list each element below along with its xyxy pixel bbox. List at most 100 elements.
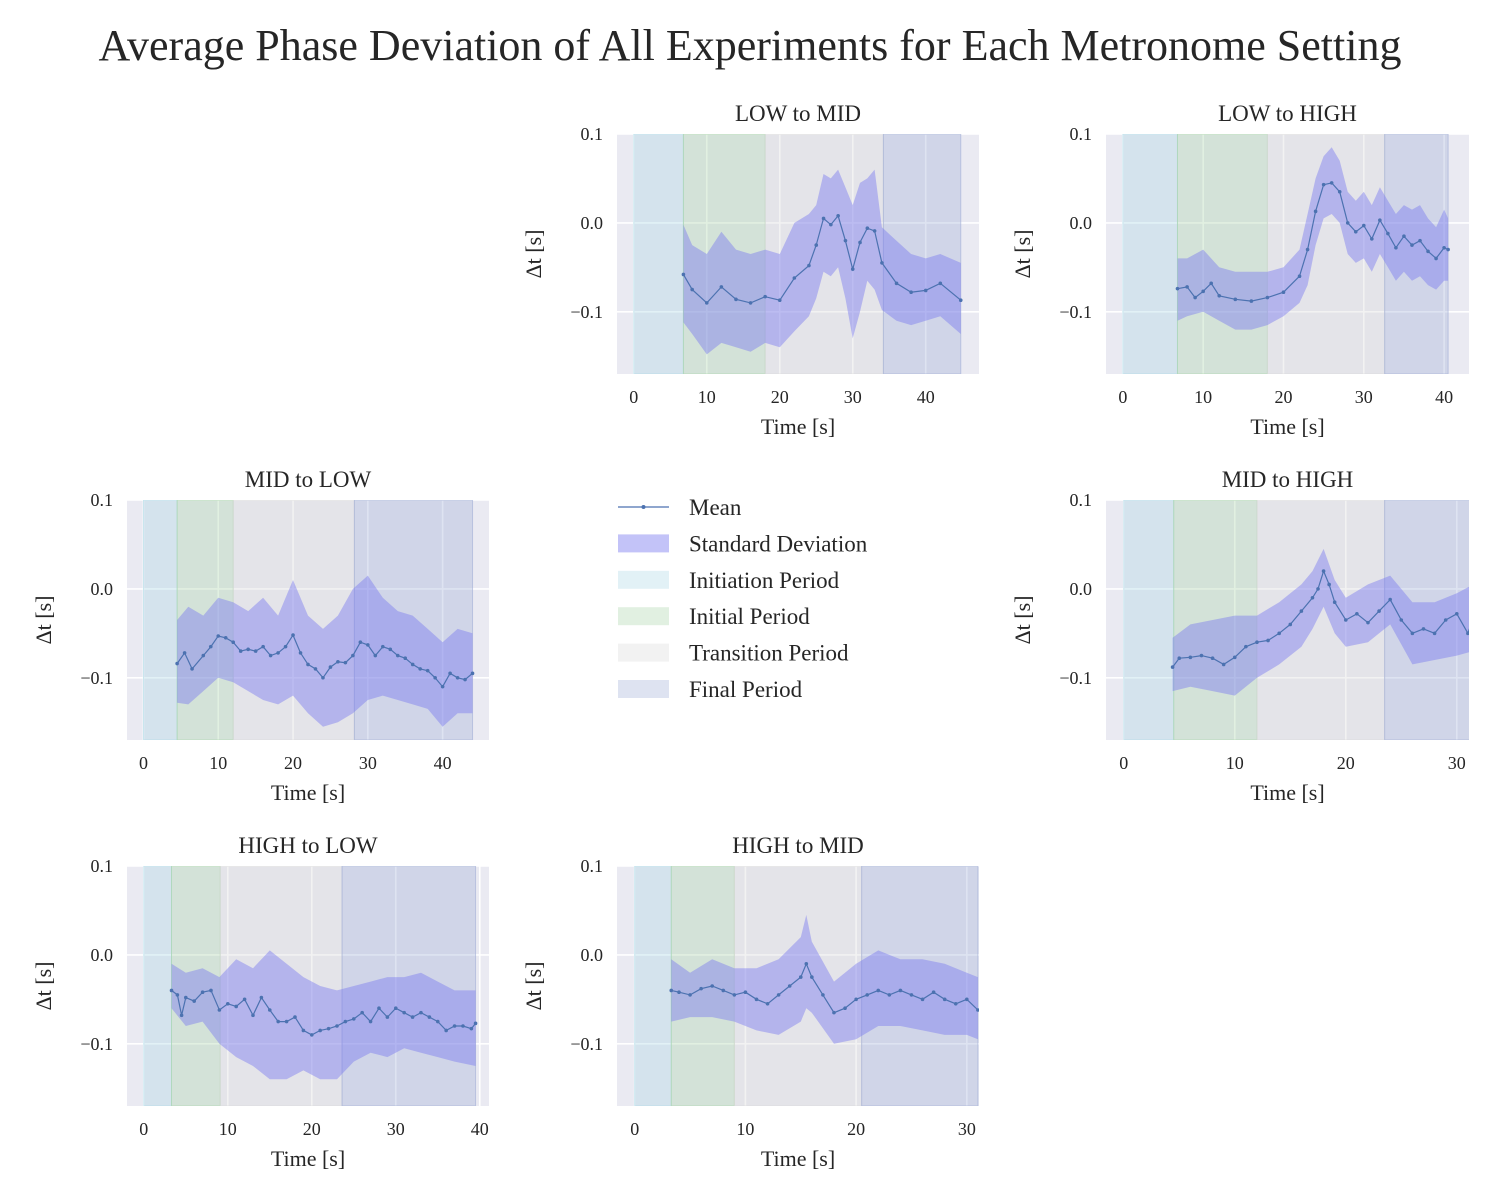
period-initial <box>1173 500 1258 740</box>
legend-label: Initial Period <box>689 604 810 629</box>
mean-point <box>1410 243 1414 247</box>
y-tick-label: −0.1 <box>1059 668 1092 688</box>
mean-point <box>284 1019 289 1024</box>
mean-point <box>865 226 870 231</box>
subplot-title: MID to LOW <box>245 467 372 492</box>
mean-point <box>1175 286 1180 291</box>
x-tick-label: 0 <box>1119 753 1128 773</box>
period-final <box>1384 134 1449 374</box>
mean-point <box>276 651 280 655</box>
mean-point <box>1353 229 1358 234</box>
mean-point <box>1343 618 1348 622</box>
mean-point <box>909 993 914 997</box>
figure-title: Average Phase Deviation of All Experimen… <box>99 21 1402 70</box>
mean-point <box>798 975 803 979</box>
x-tick-label: 30 <box>958 1119 976 1139</box>
mean-point <box>301 1028 306 1033</box>
period-transition <box>733 866 863 1106</box>
mean-point <box>388 647 393 652</box>
mean-point <box>690 287 694 292</box>
mean-point <box>965 997 969 1002</box>
mean-point <box>814 243 819 247</box>
y-tick-label: 0.1 <box>581 856 604 876</box>
mean-point <box>1199 653 1204 658</box>
mean-point <box>1209 281 1214 286</box>
legend-entry-final: Final Period <box>618 677 803 702</box>
mean-point <box>1321 182 1326 187</box>
mean-point <box>182 651 187 655</box>
mean-point <box>787 984 792 988</box>
subplot-5: HIGH to MID 0 10 20 30 0.1 0.0 −0.1 Time [s] Δt [… <box>521 833 979 1171</box>
mean-point <box>470 671 475 676</box>
mean-point <box>318 1028 322 1033</box>
mean-point <box>179 1013 184 1018</box>
mean-point <box>743 990 748 995</box>
mean-point <box>309 1033 314 1037</box>
y-tick-label: 0.0 <box>581 945 604 965</box>
legend-label: Initiation Period <box>689 568 840 593</box>
x-tick-label: 0 <box>630 1119 639 1139</box>
mean-point <box>699 986 703 991</box>
subplot-3: MID to HIGH 0 10 20 30 0.1 0.0 −0.1 Time [s] Δt [… <box>1010 467 1469 805</box>
mean-point <box>976 1008 979 1012</box>
x-tick-label: 20 <box>284 753 302 773</box>
mean-point <box>395 653 400 658</box>
mean-point <box>872 229 877 233</box>
mean-point <box>231 640 236 645</box>
mean-point <box>843 1006 847 1011</box>
mean-point <box>829 222 833 227</box>
mean-point <box>1277 631 1281 636</box>
mean-point <box>763 294 767 299</box>
mean-point <box>777 298 782 303</box>
y-tick-label: −0.1 <box>80 668 113 688</box>
mean-point <box>807 263 811 268</box>
y-tick-label: 0.1 <box>91 490 114 510</box>
mean-point <box>836 213 840 218</box>
period-initiation <box>143 866 173 1106</box>
mean-point <box>461 1024 465 1028</box>
legend-swatch <box>618 570 669 589</box>
period-final <box>353 500 474 740</box>
plot-area <box>1106 134 1469 374</box>
mean-point <box>858 240 862 245</box>
mean-point <box>242 997 247 1002</box>
mean-point <box>444 1028 448 1033</box>
legend-label: Transition Period <box>689 641 849 666</box>
mean-point <box>1432 631 1437 636</box>
mean-point <box>223 635 228 640</box>
mean-point <box>1327 582 1331 587</box>
mean-point <box>1421 627 1426 631</box>
mean-point <box>473 1021 478 1026</box>
subplot-1: LOW to HIGH 0 10 20 30 40 0.1 0.0 −0.1 Time [s] Δt… <box>1010 101 1469 439</box>
x-tick-label: 40 <box>471 1119 489 1139</box>
x-tick-label: 40 <box>1435 387 1453 407</box>
mean-point <box>1399 618 1404 622</box>
plot-area <box>1106 500 1469 740</box>
mean-point <box>1378 218 1382 223</box>
mean-point <box>681 272 686 277</box>
mean-point <box>880 261 884 265</box>
y-tick-label: 0.0 <box>91 945 114 965</box>
mean-point <box>200 990 205 995</box>
legend-swatch <box>618 607 669 626</box>
mean-point <box>688 993 692 997</box>
mean-point <box>1265 295 1270 300</box>
y-axis-label: Δt [s] <box>1010 596 1035 645</box>
y-tick-label: −0.1 <box>570 302 603 322</box>
y-tick-label: 0.0 <box>1070 579 1093 599</box>
mean-point <box>669 988 674 993</box>
mean-point <box>804 961 809 966</box>
mean-point <box>894 281 899 286</box>
x-tick-label: 10 <box>698 387 716 407</box>
mean-point <box>433 675 437 680</box>
y-tick-label: −0.1 <box>570 1034 603 1054</box>
mean-point <box>854 997 858 1002</box>
mean-point <box>217 1008 222 1012</box>
mean-point <box>283 644 288 649</box>
mean-point <box>923 288 928 293</box>
mean-point <box>1442 245 1446 250</box>
y-axis-label: Δt [s] <box>31 962 56 1011</box>
mean-point <box>1355 611 1359 616</box>
mean-point <box>1201 289 1205 294</box>
